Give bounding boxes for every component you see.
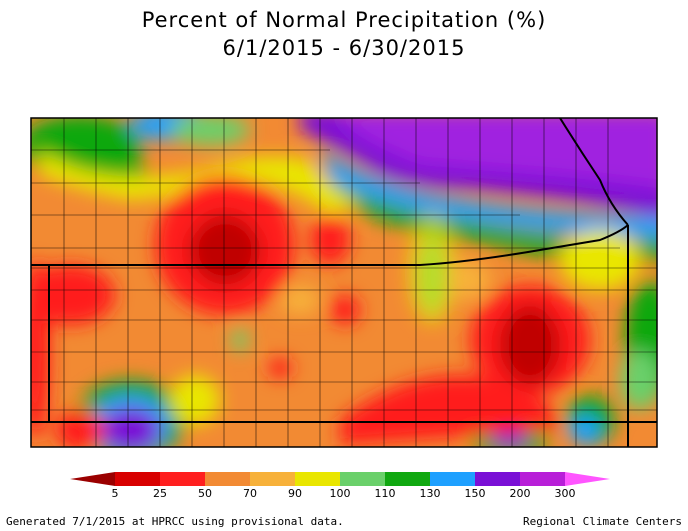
legend-swatch	[385, 472, 431, 486]
legend-label: 110	[375, 487, 396, 500]
legend-swatch	[295, 472, 341, 486]
legend-label: 70	[243, 487, 257, 500]
legend-swatch	[430, 472, 476, 486]
legend: 5 25 50 70 90 100 110 130 150 200 300	[70, 472, 610, 500]
legend-swatch	[205, 472, 251, 486]
map-title: Percent of Normal Precipitation (%)	[141, 8, 547, 32]
legend-swatch	[160, 472, 206, 486]
legend-label: 5	[112, 487, 119, 500]
legend-label: 150	[465, 487, 486, 500]
legend-label: 130	[420, 487, 441, 500]
legend-label: 100	[330, 487, 351, 500]
map-frame	[30, 117, 658, 448]
legend-label: 50	[198, 487, 212, 500]
legend-swatch	[475, 472, 521, 486]
footer-source: Regional Climate Centers	[523, 515, 682, 528]
precipitation-field	[31, 118, 657, 447]
legend-arrow-low	[70, 472, 115, 486]
legend-label: 25	[153, 487, 167, 500]
legend-swatch	[115, 472, 161, 486]
legend-label: 90	[288, 487, 302, 500]
legend-swatch	[340, 472, 386, 486]
date-range: 6/1/2015 - 6/30/2015	[222, 36, 466, 60]
legend-swatch	[520, 472, 566, 486]
legend-label: 300	[555, 487, 576, 500]
county-lines	[31, 118, 657, 447]
state-boundaries	[31, 118, 657, 447]
legend-label: 200	[510, 487, 531, 500]
footer-generated: Generated 7/1/2015 at HPRCC using provis…	[6, 515, 344, 528]
legend-arrow-high	[565, 472, 610, 486]
legend-swatch	[250, 472, 296, 486]
